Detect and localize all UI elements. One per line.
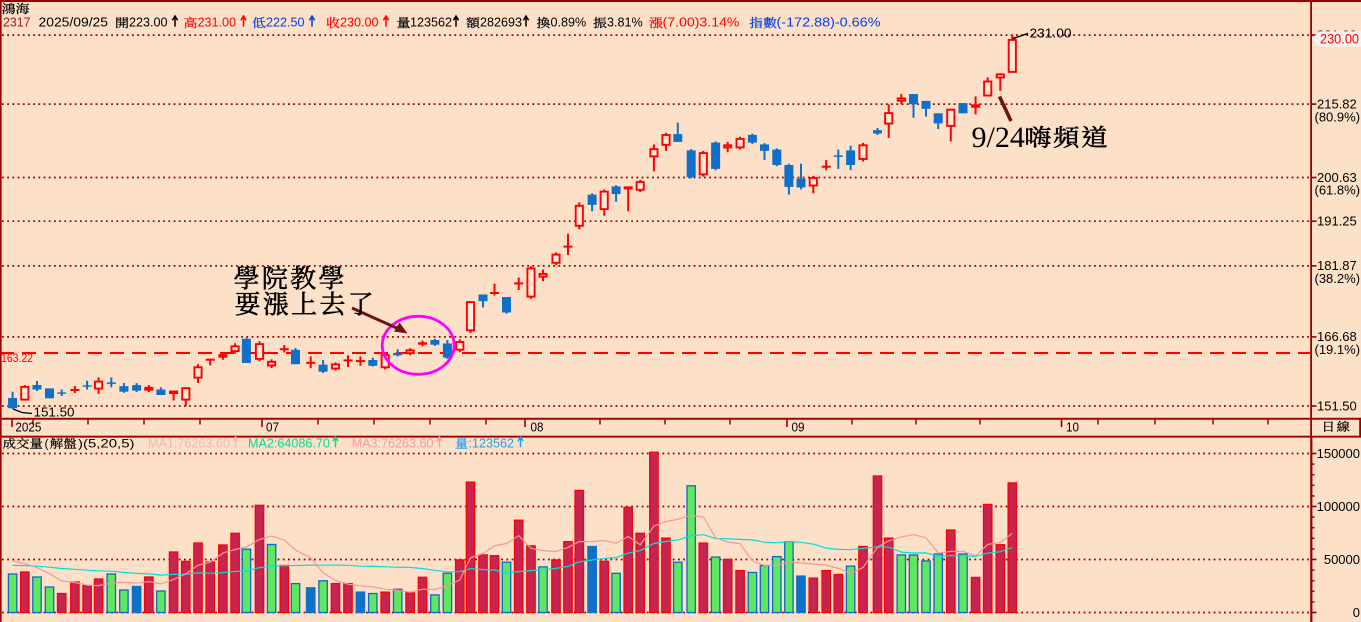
svg-text:(19.1%): (19.1%) — [1315, 342, 1361, 357]
svg-text:230.00: 230.00 — [1320, 32, 1359, 47]
svg-text:(7.00)3.14%: (7.00)3.14% — [663, 16, 740, 30]
svg-text:07: 07 — [266, 420, 279, 434]
svg-text:222.50: 222.50 — [266, 16, 305, 30]
svg-text:3.81%: 3.81% — [607, 16, 643, 30]
svg-text:100000: 100000 — [1317, 499, 1360, 514]
svg-text:2025: 2025 — [15, 420, 41, 434]
svg-text:09: 09 — [792, 420, 805, 434]
svg-text:231.00: 231.00 — [198, 16, 237, 30]
svg-text:200.63: 200.63 — [1317, 170, 1357, 185]
svg-text:MA1:76263.60: MA1:76263.60 — [148, 437, 230, 451]
svg-text:181.87: 181.87 — [1317, 258, 1357, 273]
svg-text:123562: 123562 — [410, 16, 452, 30]
svg-text:163.22: 163.22 — [1, 351, 33, 365]
svg-text:2317: 2317 — [3, 16, 31, 30]
svg-text:(80.9%): (80.9%) — [1315, 109, 1361, 124]
svg-text:151.50: 151.50 — [1317, 398, 1357, 413]
svg-text::123562: :123562 — [469, 437, 515, 451]
svg-text:08: 08 — [531, 420, 544, 434]
svg-text:MA2:64086.70: MA2:64086.70 — [248, 437, 330, 451]
svg-text:215.82: 215.82 — [1317, 96, 1357, 111]
svg-text:(61.8%): (61.8%) — [1315, 183, 1361, 198]
svg-text:166.68: 166.68 — [1317, 329, 1357, 344]
svg-text:191.25: 191.25 — [1317, 214, 1357, 229]
svg-text:(-172.88)-0.66%: (-172.88)-0.66% — [777, 16, 881, 30]
svg-text:223.00: 223.00 — [129, 16, 168, 30]
svg-text:0: 0 — [1353, 605, 1360, 620]
svg-text:0.89%: 0.89% — [551, 16, 587, 30]
svg-text:(: ( — [45, 437, 49, 451]
svg-text:231.00: 231.00 — [1030, 27, 1072, 41]
svg-text:230.00: 230.00 — [340, 16, 379, 30]
svg-text:)(5,20,5): )(5,20,5) — [78, 437, 135, 451]
svg-text:2025/09/25: 2025/09/25 — [39, 16, 109, 30]
svg-text:10: 10 — [1066, 420, 1079, 434]
svg-text:50000: 50000 — [1324, 552, 1360, 567]
svg-text:9/24: 9/24 — [972, 121, 1025, 154]
svg-text:151.50: 151.50 — [34, 406, 75, 420]
svg-text:MA3:76263.60: MA3:76263.60 — [352, 437, 434, 451]
svg-text:282693: 282693 — [480, 16, 522, 30]
svg-text:(38.2%): (38.2%) — [1315, 271, 1361, 286]
svg-text:150000: 150000 — [1317, 446, 1360, 461]
